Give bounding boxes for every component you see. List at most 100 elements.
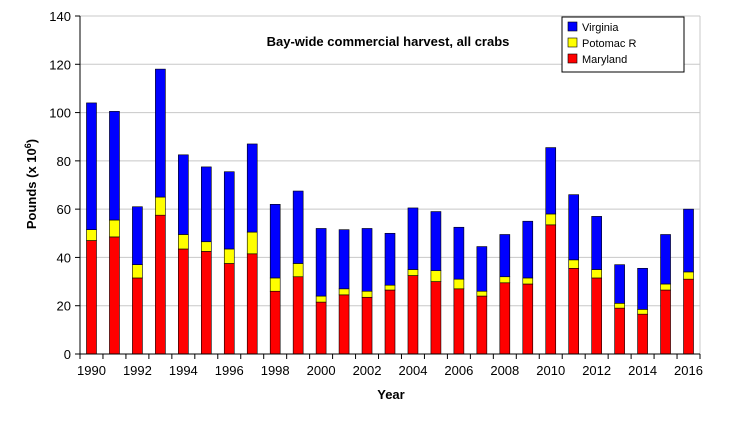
bar-maryland-2014 (637, 313, 648, 355)
chart-title: Bay-wide commercial harvest, all crabs (267, 34, 510, 49)
bar-maryland-2004 (407, 275, 419, 355)
bar-virginia-1995 (200, 166, 212, 243)
bar-potomac-r-2009 (522, 277, 534, 285)
bar-potomac-r-1993 (155, 196, 166, 216)
bar-virginia-2016 (683, 208, 694, 273)
bar-potomac-r-2012 (591, 269, 602, 279)
bar-potomac-r-2003 (384, 284, 396, 291)
bar-maryland-2008 (499, 282, 511, 355)
bar-virginia-1998 (269, 204, 281, 279)
bar-potomac-r-2005 (430, 270, 442, 282)
bar-maryland-2000 (315, 301, 327, 355)
y-tick-label: 120 (49, 57, 71, 72)
legend-label-potomac-r: Potomac R (582, 38, 636, 50)
bar-maryland-2015 (660, 289, 671, 355)
bar-maryland-1994 (178, 248, 189, 355)
x-tick-label: 2014 (628, 363, 657, 378)
bar-maryland-2013 (614, 307, 625, 355)
x-tick-label: 2010 (536, 363, 565, 378)
x-tick-label: 2016 (674, 363, 703, 378)
bar-virginia-1993 (155, 68, 166, 198)
y-tick-label: 0 (64, 347, 71, 362)
bar-potomac-r-1999 (292, 263, 304, 278)
bar-potomac-r-2013 (614, 302, 625, 309)
bar-potomac-r-2014 (637, 309, 648, 315)
bar-virginia-1997 (246, 143, 258, 233)
legend: Virginia Potomac R Maryland (561, 16, 685, 73)
bar-maryland-1990 (86, 240, 97, 355)
x-tick-label: 2008 (490, 363, 519, 378)
bar-virginia-2014 (637, 267, 648, 310)
legend-label-virginia: Virginia (582, 22, 619, 34)
legend-box (561, 16, 685, 73)
legend-swatch-virginia (567, 21, 578, 32)
bar-virginia-2007 (476, 246, 488, 292)
bar-potomac-r-2007 (476, 290, 488, 297)
bar-virginia-2002 (361, 228, 373, 292)
bar-virginia-2013 (614, 264, 625, 304)
axes (75, 15, 701, 359)
x-tick-label: 2004 (399, 363, 428, 378)
x-tick-label: 2000 (307, 363, 336, 378)
y-axis-label: Pounds (x 106) (23, 139, 39, 229)
bar-potomac-r-2002 (361, 290, 373, 298)
bar-virginia-2005 (430, 211, 442, 272)
bar-maryland-1997 (246, 253, 258, 355)
y-tick-label: 80 (57, 154, 71, 169)
bar-potomac-r-1994 (178, 234, 189, 250)
bar-maryland-1991 (109, 236, 120, 355)
bar-maryland-2012 (591, 277, 602, 355)
bar-maryland-1996 (223, 263, 235, 355)
x-tick-label: 1990 (77, 363, 106, 378)
bar-maryland-1992 (132, 277, 143, 355)
x-axis-label: Year (377, 387, 404, 402)
bar-maryland-1993 (155, 214, 166, 355)
bar-virginia-2008 (499, 234, 511, 278)
bar-potomac-r-2000 (315, 295, 327, 303)
bars (86, 68, 694, 355)
bar-potomac-r-2006 (453, 278, 465, 290)
bar-potomac-r-1990 (86, 229, 97, 241)
bar-potomac-r-2016 (683, 271, 694, 280)
bar-maryland-2007 (476, 295, 488, 355)
x-tick-label: 2006 (444, 363, 473, 378)
bar-maryland-2016 (683, 278, 694, 355)
x-tick-label: 1992 (123, 363, 152, 378)
bar-maryland-2001 (338, 294, 350, 355)
bar-potomac-r-2015 (660, 283, 671, 291)
legend-label-maryland: Maryland (582, 54, 627, 66)
bar-maryland-1999 (292, 276, 304, 355)
bar-maryland-2005 (430, 281, 442, 355)
bar-potomac-r-2010 (545, 213, 557, 226)
bar-maryland-2002 (361, 296, 373, 355)
bar-virginia-2000 (315, 228, 327, 297)
bar-potomac-r-1995 (200, 241, 212, 252)
bar-potomac-r-2004 (407, 269, 419, 276)
x-tick-label: 1998 (261, 363, 290, 378)
bar-virginia-1991 (109, 111, 120, 221)
bar-virginia-1999 (292, 190, 304, 264)
x-tick-label: 2002 (353, 363, 382, 378)
bar-maryland-2006 (453, 288, 465, 355)
tick-labels: 0 20 40 60 80 100 120 140 1990 1992 1994 1996 1998 20… (49, 9, 703, 378)
bar-virginia-1990 (86, 102, 97, 230)
bar-virginia-1992 (132, 206, 143, 265)
legend-swatch-potomac-r (567, 37, 578, 48)
bar-potomac-r-2011 (568, 259, 580, 269)
y-tick-label: 100 (49, 106, 71, 121)
bar-virginia-2001 (338, 229, 350, 290)
y-tick-label: 20 (57, 299, 71, 314)
bar-virginia-2011 (568, 194, 580, 261)
bar-maryland-2010 (545, 224, 557, 355)
bar-potomac-r-1997 (246, 231, 258, 255)
bar-potomac-r-2008 (499, 276, 511, 284)
bar-potomac-r-1992 (132, 264, 143, 279)
y-axis-label-main: Pounds (x 10 (24, 148, 39, 229)
y-tick-label: 60 (57, 202, 71, 217)
bar-maryland-1998 (269, 290, 281, 355)
legend-swatch-maryland (567, 53, 578, 64)
bar-virginia-2009 (522, 220, 534, 279)
y-axis-label-superscript: 6 (23, 143, 33, 148)
